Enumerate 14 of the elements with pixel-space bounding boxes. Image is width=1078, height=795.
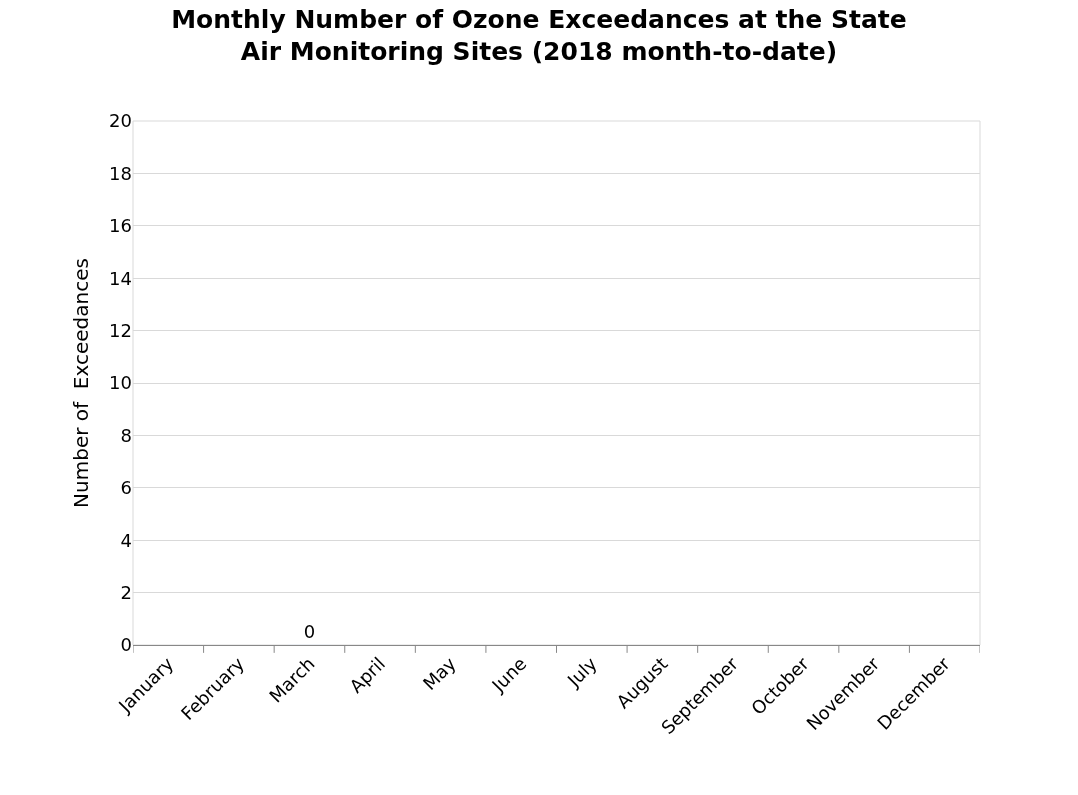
y-tick-label: 6 (120, 477, 132, 499)
y-tick-label: 2 (120, 581, 132, 603)
y-tick-label: 4 (120, 529, 132, 551)
y-tick-label: 8 (120, 424, 132, 446)
y-axis-title: Number of Exceedances (68, 258, 93, 508)
y-tick-label: 16 (109, 215, 132, 237)
y-tick-label: 0 (120, 634, 132, 656)
y-tick-label: 14 (109, 267, 132, 289)
data-label: 0 (303, 621, 316, 642)
chart-title: Monthly Number of Ozone Exceedances at the State Air Monitoring Sites (2018 month-to-date) (171, 4, 907, 67)
y-tick-label: 12 (109, 319, 132, 341)
y-tick-label: 18 (109, 162, 132, 184)
y-tick-label: 10 (109, 372, 132, 394)
y-tick-label: 20 (109, 110, 132, 132)
